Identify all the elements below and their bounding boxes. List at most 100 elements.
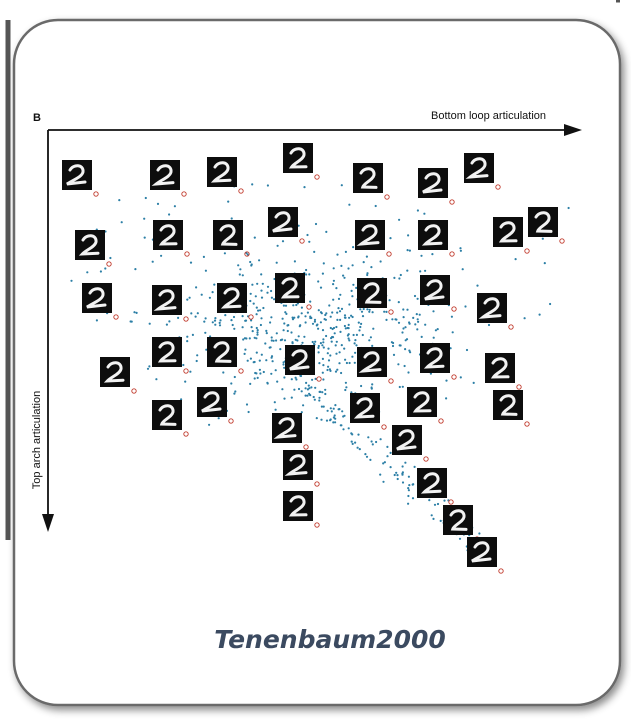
embedding-dot	[343, 348, 345, 350]
embedding-dot	[256, 334, 258, 336]
embedding-dot	[247, 360, 249, 362]
embedding-dot	[402, 471, 404, 473]
embedding-dot	[352, 264, 354, 266]
embedding-dot	[340, 265, 342, 267]
embedding-dot	[249, 300, 251, 302]
embedding-dot	[338, 408, 340, 410]
embedding-dot	[392, 345, 394, 347]
embedding-dot	[369, 309, 371, 311]
embedding-dot	[305, 321, 307, 323]
embedding-dot	[260, 273, 262, 275]
embedding-dot	[341, 344, 343, 346]
embedding-dot	[334, 404, 336, 406]
embedding-dot	[280, 339, 282, 341]
embedding-dot	[251, 326, 253, 328]
embedding-dot	[237, 264, 239, 266]
embedding-dot	[219, 324, 221, 326]
embedding-dot	[279, 348, 281, 350]
embedding-dot	[336, 254, 338, 256]
embedding-dot	[259, 309, 261, 311]
embedding-dot	[86, 271, 88, 273]
embedding-dot	[354, 442, 356, 444]
embedding-dot	[335, 326, 337, 328]
embedding-dot	[314, 341, 316, 343]
embedding-dot	[333, 267, 335, 269]
embedding-dot	[269, 321, 271, 323]
embedding-dot	[398, 322, 400, 324]
embedding-dot	[321, 344, 323, 346]
embedding-dot	[295, 378, 297, 380]
embedding-dot	[542, 238, 544, 240]
embedding-dot	[301, 342, 303, 344]
embedding-dot	[364, 453, 366, 455]
embedding-dot	[277, 245, 279, 247]
embedding-dot	[189, 297, 191, 299]
embedding-dot	[322, 273, 324, 275]
embedding-dot	[214, 324, 216, 326]
embedding-dot	[397, 363, 399, 365]
embedding-dot	[330, 407, 332, 409]
embedding-dot	[197, 312, 199, 314]
embedding-dot	[335, 287, 337, 289]
embedding-dot	[267, 286, 269, 288]
slide: B Bottom loop articulation Top arch arti…	[0, 0, 631, 721]
embedding-dot	[459, 538, 461, 540]
embedding-dot	[275, 339, 277, 341]
y-axis-label: Top arch articulation	[31, 391, 43, 489]
embedding-dot	[379, 474, 381, 476]
embedding-dot	[370, 336, 372, 338]
embedding-dot	[270, 346, 272, 348]
embedding-dot	[318, 399, 320, 401]
embedding-dot	[144, 237, 146, 239]
embedding-dot	[205, 317, 207, 319]
embedding-dot	[332, 336, 334, 338]
embedding-dot	[242, 326, 244, 328]
embedding-dot	[314, 399, 316, 401]
embedding-dot	[244, 353, 246, 355]
embedding-dot	[254, 237, 256, 239]
embedding-dot	[309, 301, 311, 303]
embedding-dot	[351, 356, 353, 358]
embedding-dot	[109, 257, 111, 259]
embedding-dot	[338, 298, 340, 300]
embedding-dot	[419, 314, 421, 316]
embedding-dot	[400, 274, 402, 276]
embedding-dot	[330, 418, 332, 420]
embedding-dot	[294, 260, 296, 262]
embedding-dot	[256, 283, 258, 285]
embedding-dot	[332, 328, 334, 330]
embedding-dot	[368, 311, 370, 313]
embedding-dot	[248, 411, 250, 413]
embedding-dot	[302, 404, 304, 406]
embedding-dot	[333, 416, 335, 418]
embedding-dot	[346, 362, 348, 364]
embedding-dot	[312, 323, 314, 325]
embedding-dot	[440, 520, 442, 522]
embedding-dot	[322, 338, 324, 340]
embedding-dot	[344, 359, 346, 361]
embedding-dot	[264, 342, 266, 344]
embedding-dot	[318, 345, 320, 347]
embedding-dot	[322, 329, 324, 331]
embedding-dot	[325, 335, 327, 337]
embedding-dot	[401, 474, 403, 476]
embedding-dot	[152, 261, 154, 263]
embedding-dot	[121, 221, 123, 223]
embedding-dot	[292, 304, 294, 306]
embedding-dot	[195, 316, 197, 318]
embedding-dot	[402, 481, 404, 483]
embedding-dot	[189, 371, 191, 373]
embedding-dot	[357, 447, 359, 449]
embedding-dot	[334, 421, 336, 423]
embedding-dot	[314, 387, 316, 389]
embedding-dot	[488, 324, 490, 326]
embedding-dot	[293, 389, 295, 391]
embedding-dot	[224, 252, 226, 254]
embedding-dot	[366, 256, 368, 258]
embedding-dot	[363, 308, 365, 310]
embedding-dot	[370, 266, 372, 268]
embedding-dot	[306, 234, 308, 236]
embedding-dot	[310, 386, 312, 388]
embedding-dot	[242, 338, 244, 340]
embedding-dot	[327, 366, 329, 368]
